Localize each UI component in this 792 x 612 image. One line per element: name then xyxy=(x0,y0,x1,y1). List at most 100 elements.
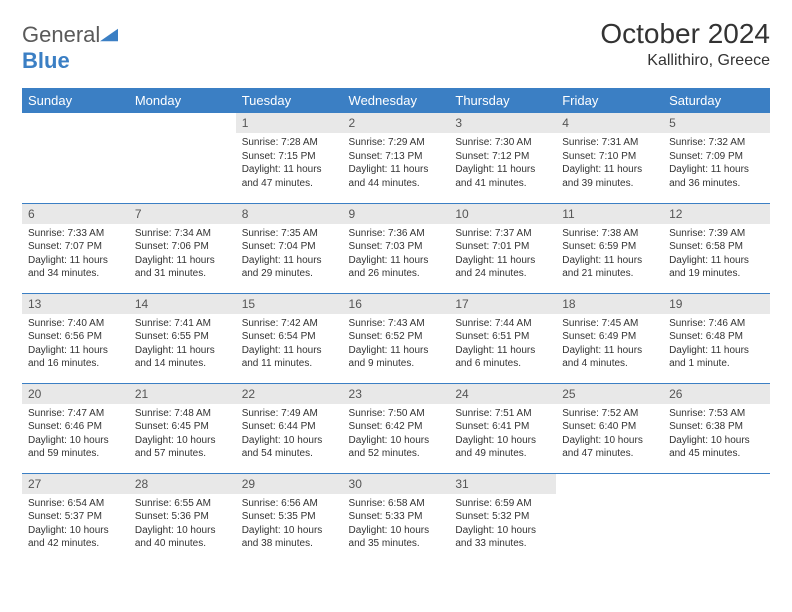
sunset-text: Sunset: 6:51 PM xyxy=(455,330,550,344)
day-number: 26 xyxy=(663,384,770,404)
daylight-text: Daylight: 11 hours and 11 minutes. xyxy=(242,344,337,371)
day-details: Sunrise: 7:33 AMSunset: 7:07 PMDaylight:… xyxy=(22,224,129,285)
day-details: Sunrise: 7:44 AMSunset: 6:51 PMDaylight:… xyxy=(449,314,556,375)
title-block: October 2024 Kallithiro, Greece xyxy=(600,18,770,70)
daylight-text: Daylight: 11 hours and 31 minutes. xyxy=(135,254,230,281)
day-details: Sunrise: 7:39 AMSunset: 6:58 PMDaylight:… xyxy=(663,224,770,285)
day-cell: 21Sunrise: 7:48 AMSunset: 6:45 PMDayligh… xyxy=(129,383,236,473)
day-details: Sunrise: 7:47 AMSunset: 6:46 PMDaylight:… xyxy=(22,404,129,465)
day-details: Sunrise: 7:30 AMSunset: 7:12 PMDaylight:… xyxy=(449,133,556,194)
day-number: 9 xyxy=(343,204,450,224)
sunset-text: Sunset: 7:15 PM xyxy=(242,150,337,164)
sunrise-text: Sunrise: 7:44 AM xyxy=(455,317,550,331)
day-number: 1 xyxy=(236,113,343,133)
empty-cell xyxy=(22,113,129,203)
logo-general: General xyxy=(22,22,100,47)
sunrise-text: Sunrise: 7:46 AM xyxy=(669,317,764,331)
sunrise-text: Sunrise: 7:52 AM xyxy=(562,407,657,421)
daylight-text: Daylight: 10 hours and 49 minutes. xyxy=(455,434,550,461)
day-number: 29 xyxy=(236,474,343,494)
day-number: 12 xyxy=(663,204,770,224)
daylight-text: Daylight: 11 hours and 4 minutes. xyxy=(562,344,657,371)
day-number: 27 xyxy=(22,474,129,494)
day-cell: 28Sunrise: 6:55 AMSunset: 5:36 PMDayligh… xyxy=(129,473,236,563)
day-cell: 18Sunrise: 7:45 AMSunset: 6:49 PMDayligh… xyxy=(556,293,663,383)
daylight-text: Daylight: 11 hours and 14 minutes. xyxy=(135,344,230,371)
day-number: 20 xyxy=(22,384,129,404)
day-cell: 24Sunrise: 7:51 AMSunset: 6:41 PMDayligh… xyxy=(449,383,556,473)
sunrise-text: Sunrise: 7:34 AM xyxy=(135,227,230,241)
day-details: Sunrise: 6:54 AMSunset: 5:37 PMDaylight:… xyxy=(22,494,129,555)
day-cell: 23Sunrise: 7:50 AMSunset: 6:42 PMDayligh… xyxy=(343,383,450,473)
day-details: Sunrise: 7:29 AMSunset: 7:13 PMDaylight:… xyxy=(343,133,450,194)
daylight-text: Daylight: 10 hours and 35 minutes. xyxy=(349,524,444,551)
day-header: Thursday xyxy=(449,88,556,113)
week-row: 13Sunrise: 7:40 AMSunset: 6:56 PMDayligh… xyxy=(22,293,770,383)
day-details: Sunrise: 6:59 AMSunset: 5:32 PMDaylight:… xyxy=(449,494,556,555)
day-cell: 7Sunrise: 7:34 AMSunset: 7:06 PMDaylight… xyxy=(129,203,236,293)
sunrise-text: Sunrise: 6:59 AM xyxy=(455,497,550,511)
sunrise-text: Sunrise: 7:30 AM xyxy=(455,136,550,150)
day-cell: 29 Sunrise: 6:56 AMSunset: 5:35 PMDayligh… xyxy=(236,473,343,563)
page-title: October 2024 xyxy=(600,18,770,50)
day-header: Friday xyxy=(556,88,663,113)
daylight-text: Daylight: 10 hours and 54 minutes. xyxy=(242,434,337,461)
week-row: 6Sunrise: 7:33 AMSunset: 7:07 PMDaylight… xyxy=(22,203,770,293)
sunset-text: Sunset: 6:44 PM xyxy=(242,420,337,434)
daylight-text: Daylight: 11 hours and 34 minutes. xyxy=(28,254,123,281)
day-number: 14 xyxy=(129,294,236,314)
day-cell: 3Sunrise: 7:30 AMSunset: 7:12 PMDaylight… xyxy=(449,113,556,203)
daylight-text: Daylight: 10 hours and 47 minutes. xyxy=(562,434,657,461)
day-details: Sunrise: 7:43 AMSunset: 6:52 PMDaylight:… xyxy=(343,314,450,375)
day-cell: 1 Sunrise: 7:28 AMSunset: 7:15 PMDaylight… xyxy=(236,113,343,203)
day-header: Tuesday xyxy=(236,88,343,113)
day-number: 8 xyxy=(236,204,343,224)
day-details: Sunrise: 7:49 AMSunset: 6:44 PMDaylight:… xyxy=(236,404,343,465)
sunrise-text: Sunrise: 7:48 AM xyxy=(135,407,230,421)
day-cell: 6Sunrise: 7:33 AMSunset: 7:07 PMDaylight… xyxy=(22,203,129,293)
day-cell: 25Sunrise: 7:52 AMSunset: 6:40 PMDayligh… xyxy=(556,383,663,473)
calendar-table: SundayMondayTuesdayWednesdayThursdayFrid… xyxy=(22,88,770,563)
sunset-text: Sunset: 7:06 PM xyxy=(135,240,230,254)
sunset-text: Sunset: 7:09 PM xyxy=(669,150,764,164)
daylight-text: Daylight: 10 hours and 38 minutes. xyxy=(242,524,337,551)
sunset-text: Sunset: 5:35 PM xyxy=(242,510,337,524)
day-cell: 13Sunrise: 7:40 AMSunset: 6:56 PMDayligh… xyxy=(22,293,129,383)
sunrise-text: Sunrise: 7:35 AM xyxy=(242,227,337,241)
day-number: 18 xyxy=(556,294,663,314)
daylight-text: Daylight: 11 hours and 1 minute. xyxy=(669,344,764,371)
sunset-text: Sunset: 6:49 PM xyxy=(562,330,657,344)
week-row: 27Sunrise: 6:54 AMSunset: 5:37 PMDayligh… xyxy=(22,473,770,563)
day-cell: 22Sunrise: 7:49 AMSunset: 6:44 PMDayligh… xyxy=(236,383,343,473)
day-cell: 19Sunrise: 7:46 AMSunset: 6:48 PMDayligh… xyxy=(663,293,770,383)
sunrise-text: Sunrise: 6:54 AM xyxy=(28,497,123,511)
day-number: 4 xyxy=(556,113,663,133)
day-number: 31 xyxy=(449,474,556,494)
sunrise-text: Sunrise: 6:58 AM xyxy=(349,497,444,511)
day-cell: 11Sunrise: 7:38 AMSunset: 6:59 PMDayligh… xyxy=(556,203,663,293)
sunrise-text: Sunrise: 7:50 AM xyxy=(349,407,444,421)
day-number: 2 xyxy=(343,113,450,133)
day-header: Monday xyxy=(129,88,236,113)
sunrise-text: Sunrise: 6:56 AM xyxy=(242,497,337,511)
day-header: Saturday xyxy=(663,88,770,113)
logo: GeneralBlue xyxy=(22,22,118,74)
day-number: 6 xyxy=(22,204,129,224)
sunrise-text: Sunrise: 7:40 AM xyxy=(28,317,123,331)
day-cell: 16Sunrise: 7:43 AMSunset: 6:52 PMDayligh… xyxy=(343,293,450,383)
daylight-text: Daylight: 11 hours and 47 minutes. xyxy=(242,163,337,190)
day-number: 16 xyxy=(343,294,450,314)
day-details: Sunrise: 7:53 AMSunset: 6:38 PMDaylight:… xyxy=(663,404,770,465)
sunrise-text: Sunrise: 7:41 AM xyxy=(135,317,230,331)
daylight-text: Daylight: 11 hours and 9 minutes. xyxy=(349,344,444,371)
day-header-row: SundayMondayTuesdayWednesdayThursdayFrid… xyxy=(22,88,770,113)
day-number: 30 xyxy=(343,474,450,494)
sunrise-text: Sunrise: 7:28 AM xyxy=(242,136,337,150)
day-cell: 4Sunrise: 7:31 AMSunset: 7:10 PMDaylight… xyxy=(556,113,663,203)
sunset-text: Sunset: 6:41 PM xyxy=(455,420,550,434)
sunrise-text: Sunrise: 7:51 AM xyxy=(455,407,550,421)
day-details: Sunrise: 7:37 AMSunset: 7:01 PMDaylight:… xyxy=(449,224,556,285)
empty-cell xyxy=(663,473,770,563)
sunrise-text: Sunrise: 7:49 AM xyxy=(242,407,337,421)
sunset-text: Sunset: 5:33 PM xyxy=(349,510,444,524)
